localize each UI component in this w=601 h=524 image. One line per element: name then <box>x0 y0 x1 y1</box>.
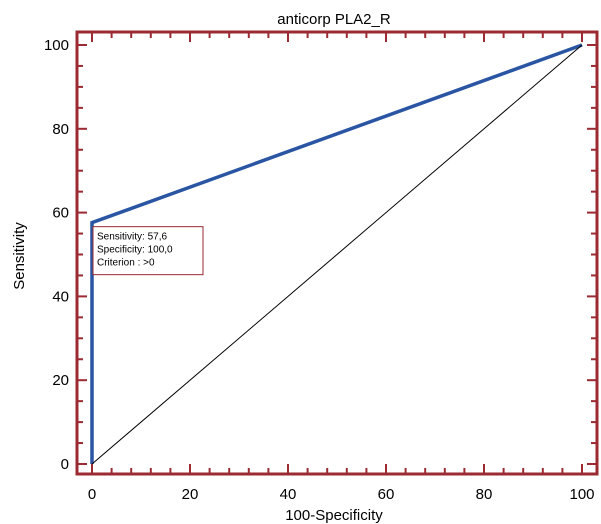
criterion-annotation-line: Specificity: 100,0 <box>97 245 173 256</box>
x-axis-title: 100-Specificity <box>285 507 383 524</box>
plot-frame <box>75 30 599 476</box>
y-tick-label: 0 <box>61 456 69 473</box>
y-axis-title: Sensitivity <box>11 222 28 290</box>
roc-curve <box>90 43 583 464</box>
y-tick-label: 20 <box>52 372 69 389</box>
plot-area: 0 20 40 60 80 100 0 20 40 60 80 100 Sensitivity: 57,… <box>44 30 599 503</box>
criterion-annotation-line: Criterion : >0 <box>97 258 155 269</box>
x-tick-label: 20 <box>182 486 199 503</box>
criterion-annotation-line: Sensitivity: 57,6 <box>97 232 167 243</box>
x-tick-label: 60 <box>378 486 395 503</box>
x-tick-label: 0 <box>88 486 96 503</box>
y-tick-label: 60 <box>52 205 69 222</box>
reference-diagonal <box>91 44 583 465</box>
x-tick-label: 40 <box>280 486 297 503</box>
criterion-annotation-box <box>92 226 204 276</box>
y-tick-label: 40 <box>52 288 69 305</box>
x-tick-label: 80 <box>476 486 493 503</box>
y-tick-label: 100 <box>44 37 69 54</box>
x-tick-label: 100 <box>569 486 594 503</box>
y-tick-label: 80 <box>52 121 69 138</box>
chart-title: anticorp PLA2_R <box>277 11 391 28</box>
